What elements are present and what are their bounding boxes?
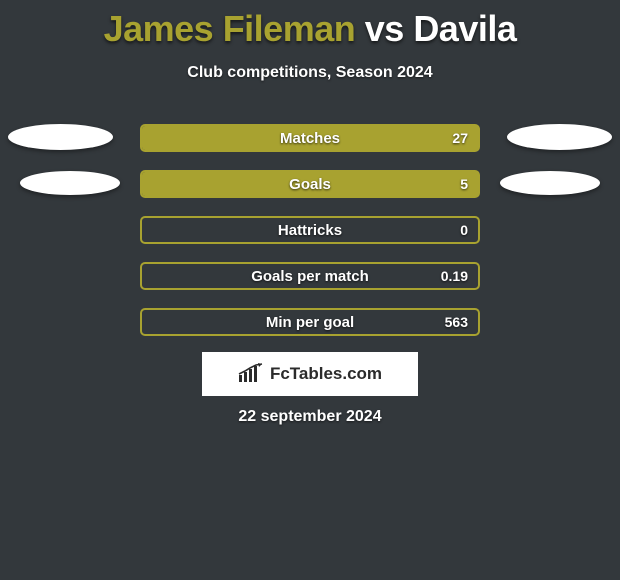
bar-label: Matches <box>142 126 478 150</box>
brand-badge[interactable]: FcTables.com <box>202 352 418 396</box>
player1-name: James Fileman <box>104 8 356 49</box>
bar-track: Goals per match0.19 <box>140 262 480 290</box>
footer-date: 22 september 2024 <box>0 408 620 426</box>
stat-row: Matches27 <box>0 124 620 152</box>
bar-track: Min per goal563 <box>140 308 480 336</box>
right-ellipse-icon <box>507 124 612 150</box>
bar-value: 27 <box>452 126 468 150</box>
bar-value: 563 <box>445 310 468 334</box>
bar-value: 5 <box>460 172 468 196</box>
bar-label: Goals <box>142 172 478 196</box>
bar-value: 0 <box>460 218 468 242</box>
left-ellipse-icon <box>20 171 120 195</box>
bar-label: Hattricks <box>142 218 478 242</box>
bar-track: Goals5 <box>140 170 480 198</box>
stat-row: Goals per match0.19 <box>0 262 620 290</box>
left-ellipse-icon <box>8 124 113 150</box>
vs-text: vs <box>365 8 404 49</box>
stat-row: Goals5 <box>0 170 620 198</box>
bar-chart-icon <box>238 365 264 383</box>
stat-rows: Matches27 Goals5 Hattricks0 Goals per match… <box>0 124 620 354</box>
bar-track: Hattricks0 <box>140 216 480 244</box>
stat-row: Hattricks0 <box>0 216 620 244</box>
page-title: James Fileman vs Davila <box>0 0 620 50</box>
player2-name: Davila <box>413 8 516 49</box>
brand-text: FcTables.com <box>270 364 382 384</box>
right-ellipse-icon <box>500 171 600 195</box>
bar-label: Min per goal <box>142 310 478 334</box>
stat-row: Min per goal563 <box>0 308 620 336</box>
bar-value: 0.19 <box>441 264 468 288</box>
subtitle: Club competitions, Season 2024 <box>0 64 620 82</box>
bar-track: Matches27 <box>140 124 480 152</box>
bar-label: Goals per match <box>142 264 478 288</box>
